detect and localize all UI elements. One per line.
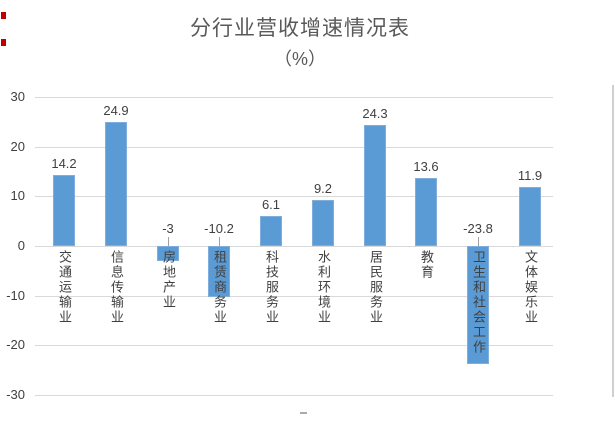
negative-label-tick — [478, 237, 479, 246]
bar-水利环境业[interactable] — [312, 200, 334, 246]
gridline-y30 — [35, 97, 553, 98]
gridline-y-20 — [35, 345, 553, 346]
data-label: -3 — [162, 221, 174, 236]
bar-租赁商务业[interactable] — [208, 246, 230, 297]
y-axis-tick-label: 20 — [10, 139, 25, 154]
chart-subtitle: （%） — [273, 49, 326, 69]
negative-label-tick — [168, 237, 169, 246]
gridline-y-10 — [35, 296, 553, 297]
data-label: 9.2 — [313, 181, 333, 196]
y-axis-tick-label: -30 — [6, 387, 25, 402]
data-label: 11.9 — [517, 168, 543, 183]
negative-label-tick — [219, 237, 220, 246]
category-axis-label: 科技服务业 — [264, 250, 279, 325]
data-label: -10.2 — [204, 221, 234, 236]
bar-交通运输业[interactable] — [53, 175, 75, 246]
y-axis-tick-label: 10 — [10, 188, 25, 203]
data-label: 14.2 — [51, 156, 77, 171]
table-cell-right-border — [612, 85, 614, 397]
y-axis-tick-label: 0 — [17, 238, 25, 253]
data-label: 24.9 — [103, 103, 129, 118]
y-axis-tick-label: -10 — [6, 288, 25, 303]
y-axis-tick-label: -20 — [6, 337, 25, 352]
bar-文体娱乐业[interactable] — [519, 187, 541, 246]
category-axis-label: 租赁商务业 — [212, 250, 227, 325]
gridline-y20 — [35, 147, 553, 148]
bar-居民服务业[interactable] — [364, 125, 386, 246]
bar-房地产业[interactable] — [157, 246, 179, 261]
category-axis-label: 房地产业 — [161, 250, 176, 310]
chart-resize-handle-dash — [300, 412, 307, 414]
data-label: 24.3 — [362, 106, 388, 121]
category-axis-label: 信息传输业 — [109, 250, 124, 325]
category-axis-label: 水利环境业 — [316, 250, 331, 325]
y-axis-tick-label: 30 — [10, 89, 25, 104]
chart-title: 分行业营收增速情况表 — [190, 17, 410, 40]
gridline-y0 — [35, 246, 553, 247]
gridline-y10 — [35, 196, 553, 197]
data-label: 6.1 — [261, 197, 281, 212]
category-axis-label: 文体娱乐业 — [523, 250, 538, 325]
category-axis-label: 交通运输业 — [57, 250, 72, 325]
category-axis-label: 居民服务业 — [368, 250, 383, 325]
bar-科技服务业[interactable] — [260, 216, 282, 246]
bar-教育[interactable] — [415, 178, 437, 246]
bar-信息传输业[interactable] — [105, 122, 127, 246]
category-axis-label: 教育 — [419, 250, 434, 280]
data-label: -23.8 — [463, 221, 493, 236]
left-margin-red-mark-1 — [1, 12, 6, 19]
bar-卫生和社会工作[interactable] — [467, 246, 489, 364]
data-label: 13.6 — [413, 159, 439, 174]
category-axis-label: 卫生和社会工作 — [471, 250, 486, 355]
gridline-y-30 — [35, 395, 553, 396]
left-margin-red-mark-2 — [1, 39, 6, 46]
